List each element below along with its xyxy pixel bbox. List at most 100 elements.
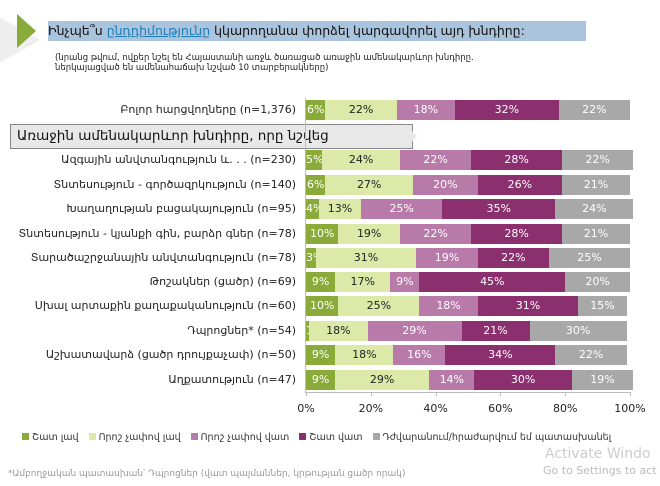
subtitle-line-2: ներկայացված են ամենահաճախ նշված 10 տարբե… <box>55 63 329 73</box>
bar-segment: 20% <box>565 272 630 292</box>
bar-segment: 18% <box>335 345 394 365</box>
category-label: Խաղաղության բացակայություն (n=95) <box>66 202 296 215</box>
data-label: 22% <box>423 153 448 166</box>
data-label: 9% <box>311 275 330 288</box>
category-label: Բոլոր հարցվողները (n=1,376) <box>120 103 296 116</box>
data-label: 22% <box>501 251 526 264</box>
data-label: 22% <box>585 153 610 166</box>
category-label: Սխալ արտաքին քաղաքականություն (n=60) <box>34 299 296 312</box>
data-label: 28% <box>504 227 529 240</box>
category-label: Ազգային անվտանգություն և. . . (n=230) <box>61 153 296 166</box>
bar-segment: 19% <box>571 370 634 390</box>
data-label: 22% <box>582 103 607 116</box>
data-label: 9% <box>396 275 414 288</box>
bar-segment: 20% <box>412 175 478 195</box>
legend-item: Շատ վատ <box>299 432 363 443</box>
category-label: Թոշակներ (ցածր) (n=69) <box>149 275 296 288</box>
legend-item: Դժվարանում/հրաժարվում եմ պատասխանել <box>372 432 612 443</box>
data-label: 19% <box>434 251 460 264</box>
legend-item: Որոշ չափով լավ <box>88 432 181 443</box>
bar-segment: 21% <box>461 321 530 341</box>
bar-segment: 22% <box>558 100 630 120</box>
data-label: 31% <box>353 251 379 264</box>
bar-segment: 28% <box>471 224 562 244</box>
data-label: 21% <box>583 227 609 240</box>
legend-item: Շատ լավ <box>22 432 79 443</box>
bar-segment: 31% <box>477 296 579 316</box>
bar-segment: 21% <box>561 175 630 195</box>
page-title: Ինչպե՞ս ընդդիմությունը կկարողանա փորձել … <box>48 21 586 41</box>
bar-segment: 10% <box>306 296 339 316</box>
bar-segment: 45% <box>419 272 566 292</box>
bar-segment: 14% <box>429 370 475 390</box>
bar-segment: 34% <box>445 345 556 365</box>
bar-segment: 4% <box>306 199 323 219</box>
category-label: Տնտեսություն - գործազրկություն (n=140) <box>53 178 296 191</box>
data-label: 27% <box>356 178 382 191</box>
bar-segment: 16% <box>393 345 446 365</box>
data-label: 10% <box>309 299 335 312</box>
data-label: 29% <box>369 373 395 386</box>
bar-segment: 6% <box>306 100 326 120</box>
legend-swatch <box>372 433 380 440</box>
data-label: 26% <box>507 178 533 191</box>
bar-segment: 24% <box>322 150 400 170</box>
legend-label: Դժվարանում/հրաժարվում եմ պատասխանել <box>382 432 612 443</box>
legend-label: Որոշ չափով վատ <box>200 432 290 443</box>
bar-segment: 17% <box>335 272 391 292</box>
x-tick <box>565 392 567 396</box>
legend-swatch <box>22 433 29 440</box>
bar-segment: 22% <box>561 150 634 170</box>
legend-swatch <box>299 433 307 440</box>
data-label: 30% <box>510 373 536 386</box>
legend-label: Շատ լավ <box>32 432 79 443</box>
x-tick <box>370 392 372 396</box>
watermark-line-2: Go to Settings to act <box>543 464 657 477</box>
bar-segment: 21% <box>561 224 630 244</box>
x-tick-label: 80% <box>552 402 578 415</box>
data-label: 6% <box>306 178 325 191</box>
bar-segment: 22% <box>399 150 472 170</box>
bar-segment: 28% <box>471 150 562 170</box>
bar-segment: 9% <box>390 272 420 292</box>
data-label: 13% <box>327 202 353 215</box>
bar-segment: 19% <box>416 248 478 268</box>
data-label: 17% <box>350 275 375 288</box>
x-tick-label: 100% <box>614 402 646 415</box>
bar-segment: 18% <box>419 296 478 316</box>
bar-segment: 25% <box>361 199 443 219</box>
x-tick <box>435 392 437 396</box>
data-label: 30% <box>565 324 591 337</box>
bar-segment: 31% <box>315 248 417 268</box>
subtitle: (նրանց թվում, ովքեր նշել են Հայաստանի առ… <box>55 53 575 73</box>
data-label: 29% <box>402 324 427 337</box>
x-tick <box>630 392 631 396</box>
green-triangle-icon <box>17 14 36 48</box>
bar-segment: 6% <box>306 175 326 195</box>
data-label: 25% <box>389 202 414 215</box>
legend-label: Շատ վատ <box>309 432 363 443</box>
data-label: 19% <box>356 227 382 240</box>
section-header-arrow <box>405 124 417 149</box>
bar-segment: 24% <box>555 199 634 219</box>
bar-segment: 18% <box>396 100 456 120</box>
data-label: 15% <box>590 299 615 312</box>
data-label: 35% <box>486 202 511 215</box>
data-label: 18% <box>436 299 461 312</box>
data-label: 20% <box>585 275 610 288</box>
data-label: 25% <box>366 299 392 312</box>
y-axis-line <box>305 98 306 392</box>
data-label: 19% <box>590 373 615 386</box>
subtitle-line-1: (նրանց թվում, ովքեր նշել են Հայաստանի առ… <box>55 53 474 63</box>
x-tick-label: 40% <box>423 402 448 415</box>
data-label: 22% <box>423 227 448 240</box>
bar-segment: 22% <box>477 248 549 268</box>
bar-segment: 26% <box>477 175 562 195</box>
title-highlight-link[interactable]: ընդդիմությունը <box>106 23 211 38</box>
category-label: Աշխատավարձ (ցածր դրույքաչափ) (n=50) <box>45 348 296 361</box>
data-label: 24% <box>582 202 607 215</box>
section-header: Առաջին ամենակարևոր խնդիրը, որը նշվեց <box>10 124 413 149</box>
data-label: 24% <box>348 153 374 166</box>
data-label: 45% <box>480 275 505 288</box>
x-tick-label: 0% <box>297 402 315 415</box>
